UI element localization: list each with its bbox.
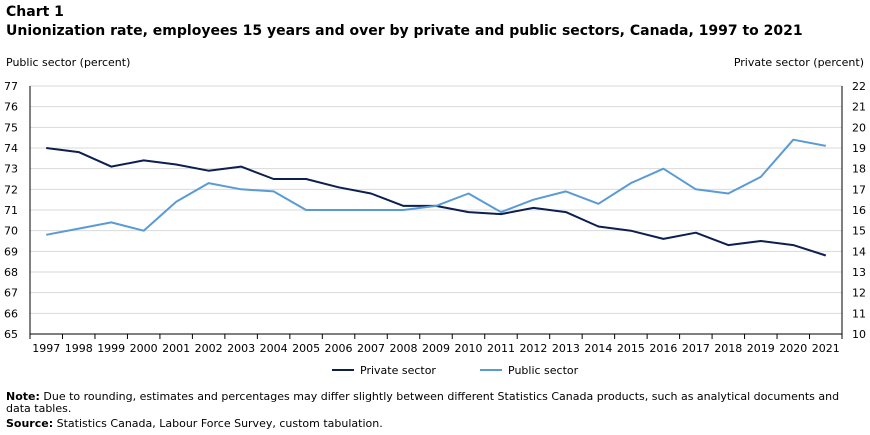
y-tick-label-right: 12 (852, 287, 866, 300)
y-tick-label-right: 16 (852, 204, 866, 217)
y-tick-label-right: 17 (852, 183, 866, 196)
x-tick-label: 2008 (390, 342, 418, 355)
source-label: Source: (6, 417, 54, 430)
x-tick-label: 2006 (325, 342, 353, 355)
x-tick-label: 2021 (812, 342, 840, 355)
x-tick-label: 2017 (682, 342, 710, 355)
y-tick-label-left: 65 (4, 328, 18, 341)
x-tick-label: 2016 (649, 342, 677, 355)
legend: Private sector Public sector (332, 364, 579, 377)
y-tick-label-right: 10 (852, 328, 866, 341)
chart-label: Chart 1 (6, 4, 64, 20)
y-tick-label-left: 74 (4, 142, 18, 155)
x-tick-label: 2000 (130, 342, 158, 355)
x-tick-label: 2007 (357, 342, 385, 355)
x-tick-label: 2004 (260, 342, 288, 355)
y-tick-label-left: 73 (4, 163, 18, 176)
x-tick-label: 2013 (552, 342, 580, 355)
y-tick-label-left: 67 (4, 287, 18, 300)
note-label: Note: (6, 390, 40, 403)
y-tick-label-right: 13 (852, 266, 866, 279)
x-tick-label: 2005 (292, 342, 320, 355)
x-tick-label: 2019 (747, 342, 775, 355)
y-tick-label-left: 76 (4, 101, 18, 114)
x-tick-label: 2012 (519, 342, 547, 355)
x-tick-label: 1997 (32, 342, 60, 355)
y-tick-label-left: 69 (4, 245, 18, 258)
right-axis-title: Private sector (percent) (733, 56, 864, 69)
series-line-private-sector (46, 147, 827, 257)
x-tick-label: 2018 (714, 342, 742, 355)
x-tick-label: 2002 (195, 342, 223, 355)
chart-title: Unionization rate, employees 15 years an… (6, 23, 803, 39)
gridlines (30, 85, 842, 314)
note-text: Due to rounding, estimates and percentag… (6, 390, 840, 415)
line-chart: 65 66 67 68 69 70 71 72 73 74 75 76 77 10 11 12 13 14 15 16… (4, 80, 866, 377)
source: Source: Statistics Canada, Labour Force … (6, 417, 383, 430)
y-tick-label-left: 72 (4, 183, 18, 196)
x-tick-label: 2003 (227, 342, 255, 355)
y-tick-label-right: 18 (852, 163, 866, 176)
y-tick-label-left: 70 (4, 225, 18, 238)
x-tick-label: 2011 (487, 342, 515, 355)
series-line-public-sector (46, 138, 826, 236)
x-tick-label: 2009 (422, 342, 450, 355)
series-lines (46, 138, 827, 257)
y-tick-label-right: 15 (852, 225, 866, 238)
legend-label: Private sector (360, 364, 436, 377)
y-tick-label-left: 77 (4, 80, 18, 93)
y-tick-label-left: 71 (4, 204, 18, 217)
note: Note: Due to rounding, estimates and per… (6, 391, 856, 415)
x-tick-label: 2015 (617, 342, 645, 355)
x-tick-label: 1999 (97, 342, 125, 355)
y-tick-label-right: 14 (852, 245, 866, 258)
y-tick-label-left: 66 (4, 307, 18, 320)
x-tick-label: 1998 (65, 342, 93, 355)
axes: 65 66 67 68 69 70 71 72 73 74 75 76 77 10 11 12 13 14 15 16… (4, 80, 866, 355)
y-tick-label-left: 75 (4, 121, 18, 134)
y-tick-label-right: 11 (852, 307, 866, 320)
y-tick-label-right: 21 (852, 101, 866, 114)
x-tick-label: 2020 (779, 342, 807, 355)
y-tick-label-right: 20 (852, 121, 866, 134)
y-tick-label-left: 68 (4, 266, 18, 279)
y-tick-label-right: 22 (852, 80, 866, 93)
x-tick-label: 2010 (454, 342, 482, 355)
x-tick-label: 2014 (584, 342, 612, 355)
source-text: Statistics Canada, Labour Force Survey, … (53, 417, 383, 430)
x-tick-label: 2001 (162, 342, 190, 355)
left-axis-title: Public sector (percent) (6, 56, 131, 69)
y-tick-label-right: 19 (852, 142, 866, 155)
legend-label: Public sector (508, 364, 579, 377)
